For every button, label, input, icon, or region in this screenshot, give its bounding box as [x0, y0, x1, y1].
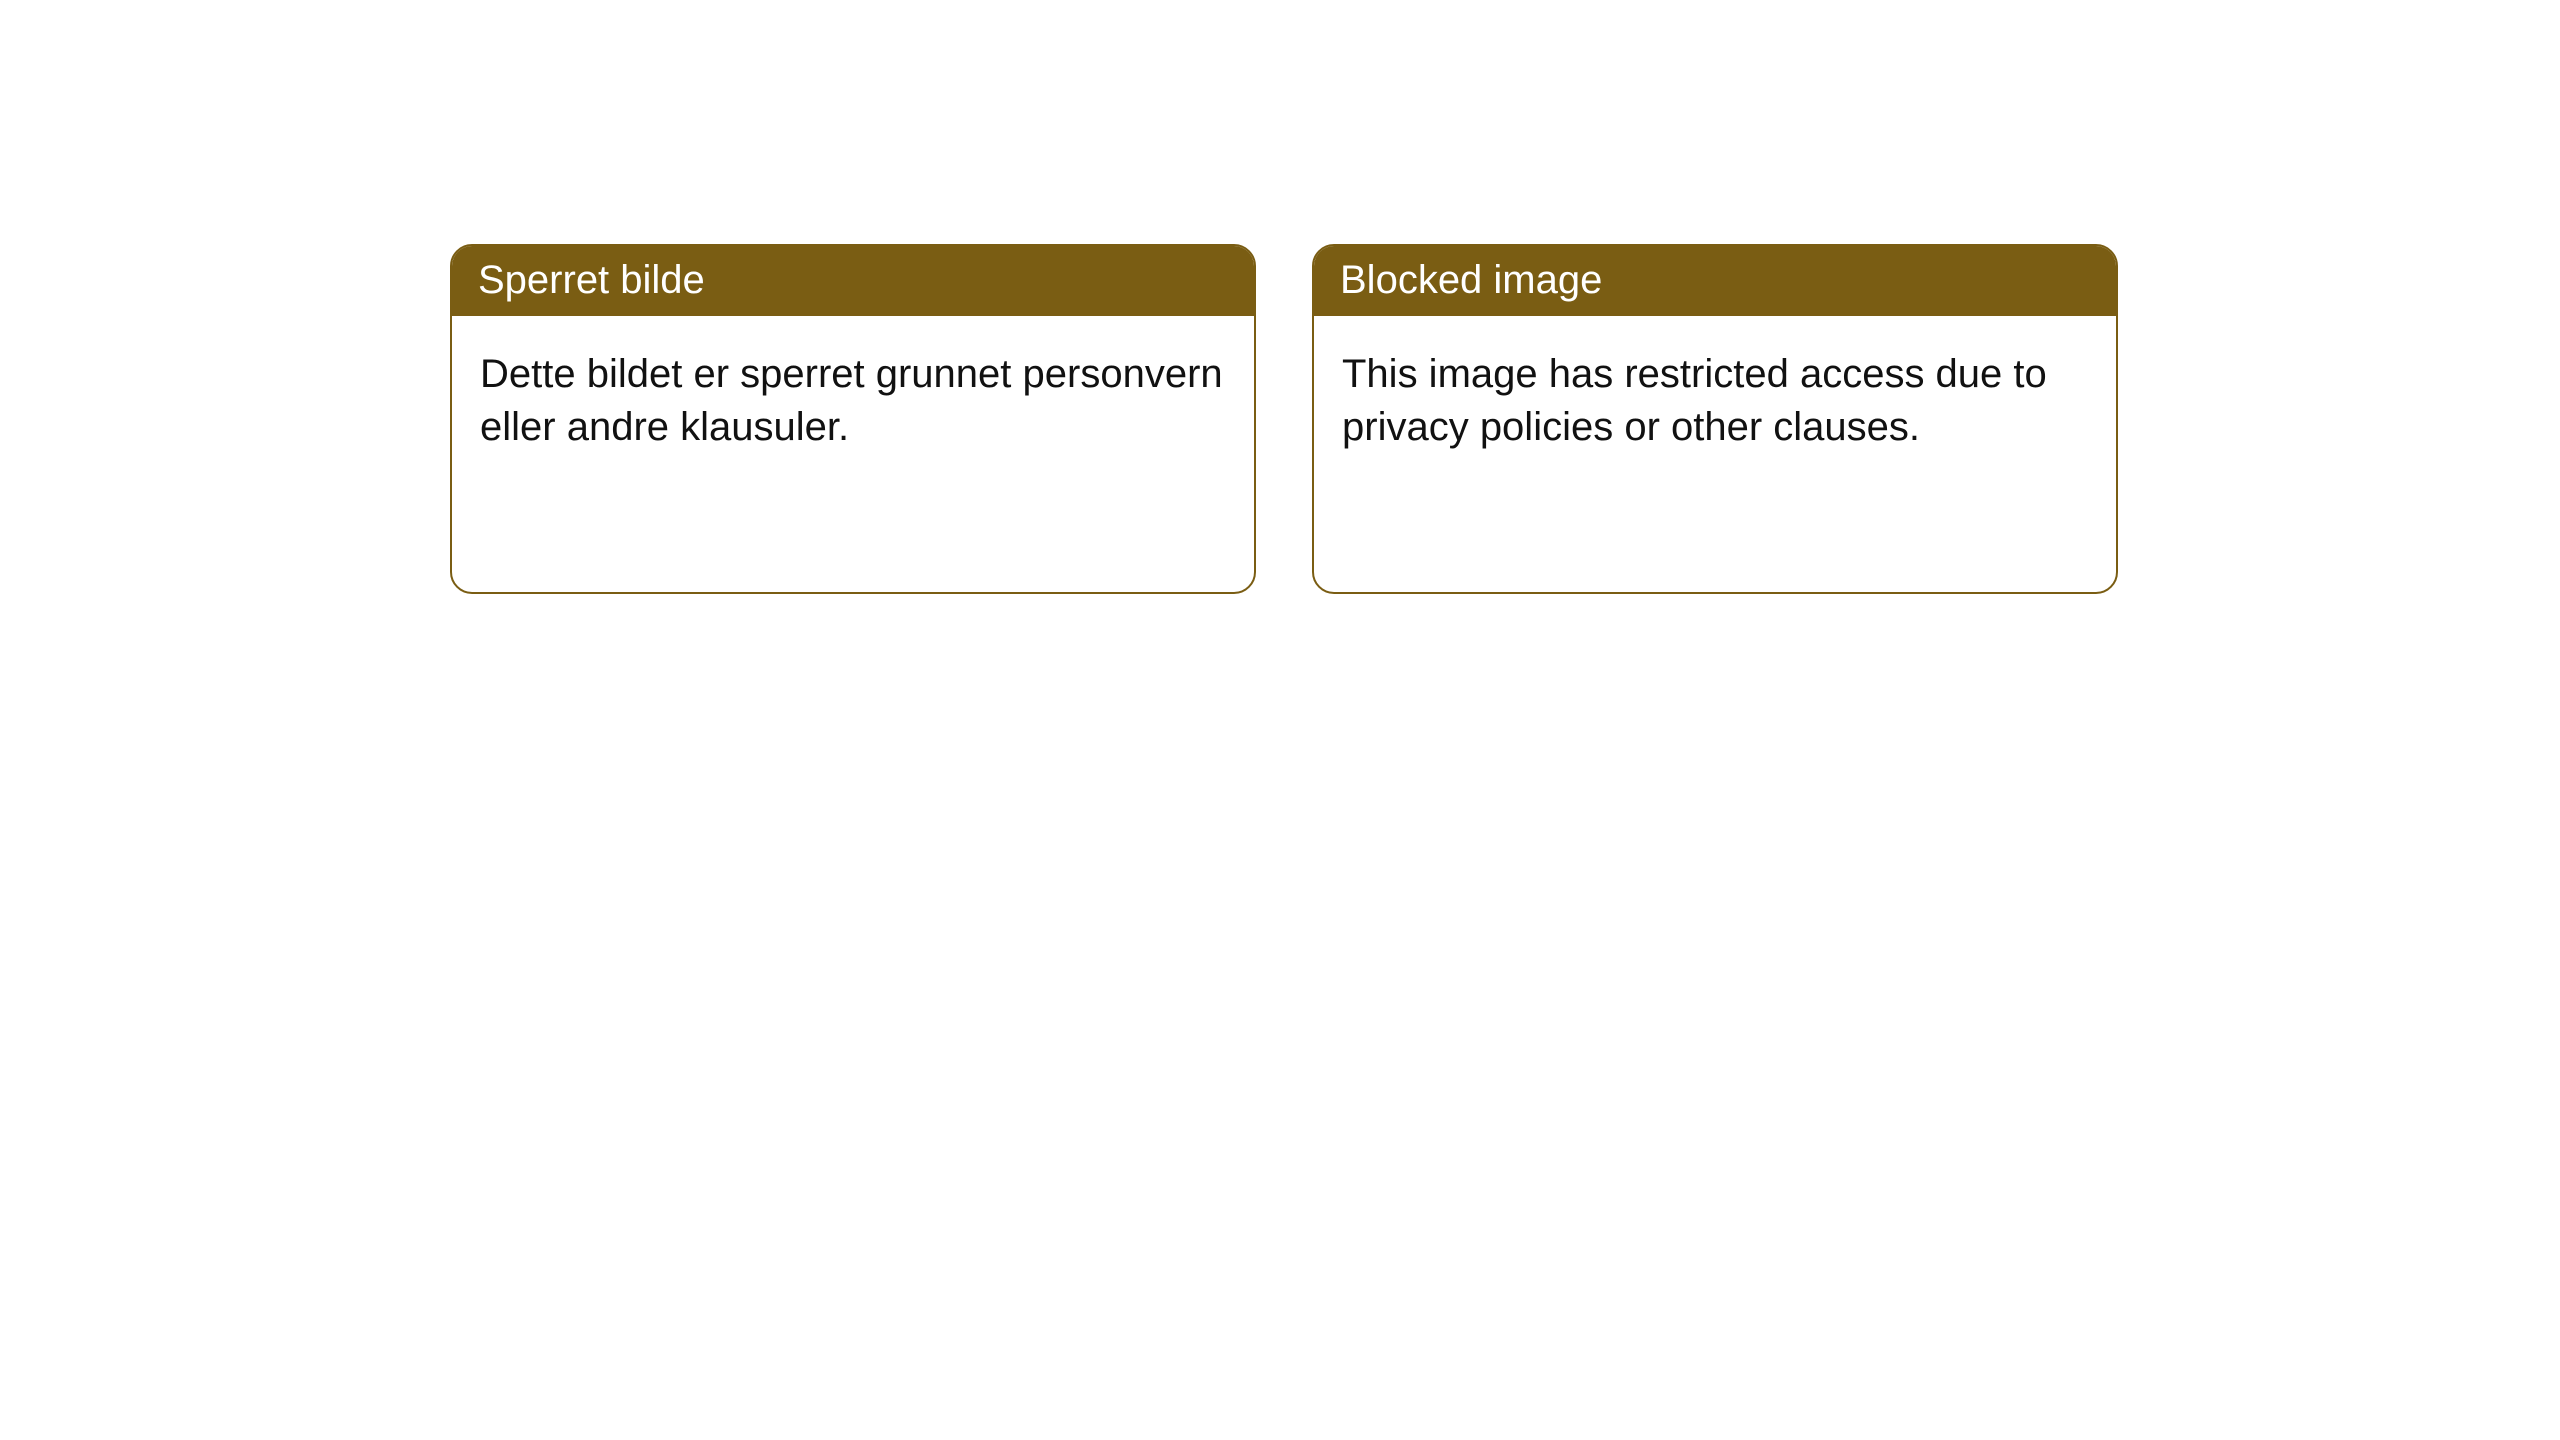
notice-header-norwegian: Sperret bilde	[452, 246, 1254, 316]
notice-header-english: Blocked image	[1314, 246, 2116, 316]
notice-container: Sperret bilde Dette bildet er sperret gr…	[0, 0, 2560, 594]
notice-body-english: This image has restricted access due to …	[1314, 316, 2116, 592]
notice-body-norwegian: Dette bildet er sperret grunnet personve…	[452, 316, 1254, 592]
notice-card-english: Blocked image This image has restricted …	[1312, 244, 2118, 594]
notice-card-norwegian: Sperret bilde Dette bildet er sperret gr…	[450, 244, 1256, 594]
